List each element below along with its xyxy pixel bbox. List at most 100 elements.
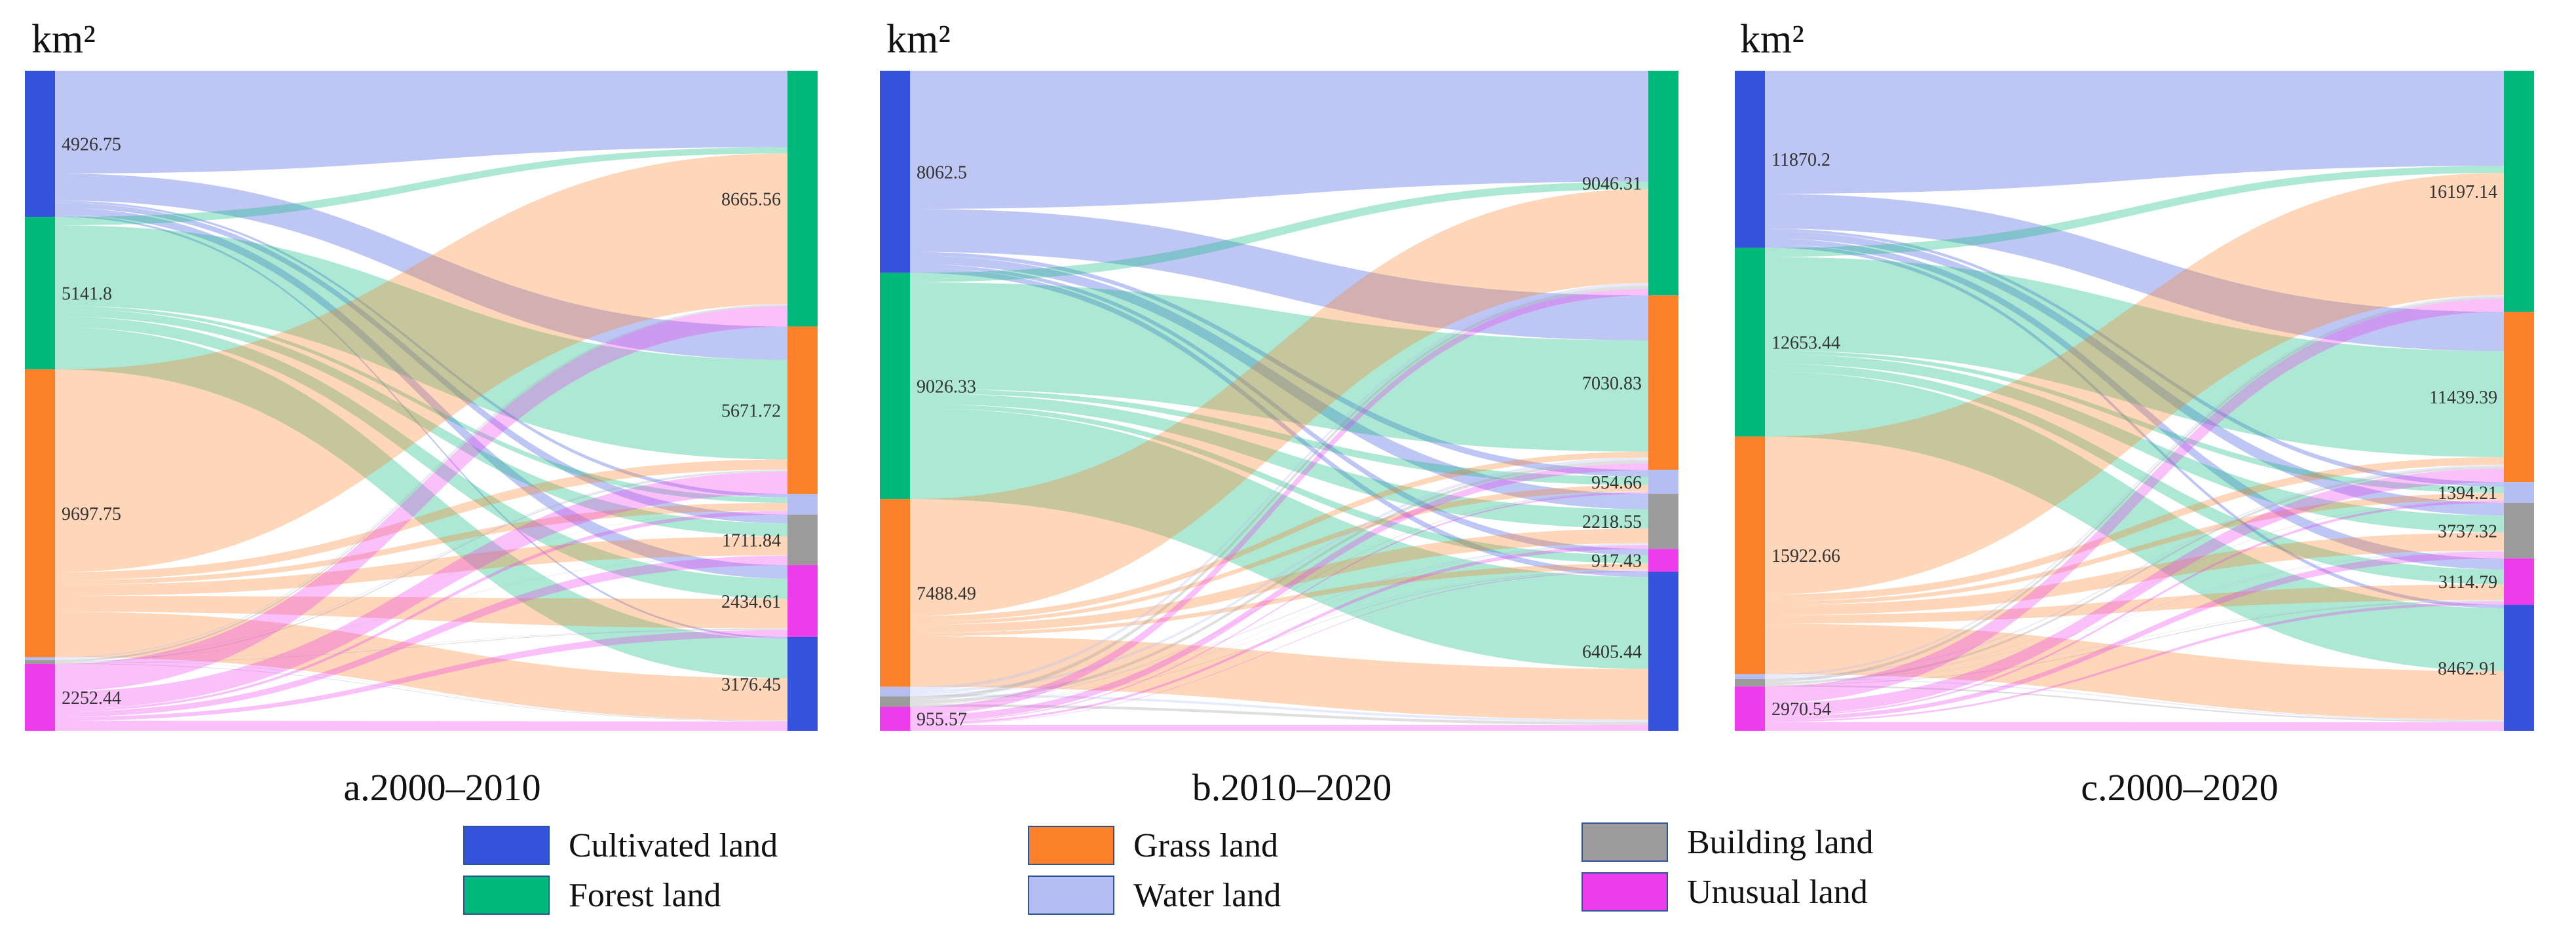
flow-forest-to-water (55, 305, 787, 503)
target-value-forest: 9046.31 (1582, 174, 1642, 194)
flow-water-to-water (55, 510, 787, 659)
target-value-unusual: 3114.79 (2438, 572, 2497, 593)
sankey-panel-2: 8062.5 9026.33 7488.49 955.57 9046.31 7030.83… (880, 17, 1678, 809)
flow-building-to-cultivated (1765, 685, 2504, 723)
flow-forest-to-water (1765, 350, 2504, 493)
target-node-building (1648, 494, 1678, 549)
target-value-water: 1394.21 (2438, 483, 2497, 504)
source-node-building (880, 696, 910, 707)
source-node-cultivated (880, 71, 910, 273)
flow-grass-to-grass (55, 459, 787, 581)
target-node-unusual (1648, 549, 1678, 572)
target-value-cultivated: 6405.44 (1582, 642, 1642, 663)
source-node-cultivated (1735, 71, 1765, 248)
flow-cultivated-to-cultivated (55, 215, 787, 639)
legend-label-forest: Forest land (569, 877, 721, 914)
flow-grass-to-building (55, 536, 787, 597)
flow-grass-to-grass (910, 451, 1648, 622)
flow-grass-to-cultivated (910, 636, 1648, 720)
flow-forest-to-unusual (1765, 363, 2504, 585)
flow-forest-to-grass (1765, 257, 2504, 458)
flow-building-to-building (55, 555, 787, 663)
flow-forest-to-forest (1765, 166, 2504, 257)
flow-unusual-to-grass (55, 471, 787, 710)
flow-forest-to-forest (55, 147, 787, 226)
target-node-grass (1648, 295, 1678, 470)
flow-unusual-to-building (1765, 551, 2504, 721)
unit-label: km² (1740, 17, 1804, 62)
flow-unusual-to-grass (910, 463, 1648, 722)
source-value-forest: 5141.8 (62, 284, 112, 304)
source-node-water (1735, 674, 1765, 679)
flow-cultivated-to-water (55, 200, 787, 498)
flow-unusual-to-unusual (55, 629, 787, 721)
source-node-forest (25, 217, 55, 370)
flow-forest-to-grass (910, 282, 1648, 452)
source-node-forest (880, 272, 910, 500)
flow-forest-to-unusual (910, 403, 1648, 564)
target-value-grass: 5671.72 (721, 401, 781, 421)
flow-unusual-to-grass (1765, 468, 2504, 716)
flow-water-to-water (910, 491, 1648, 693)
target-value-grass: 11439.39 (2429, 388, 2497, 408)
flow-forest-to-cultivated (1765, 371, 2504, 671)
flow-cultivated-to-cultivated (1765, 244, 2504, 608)
flow-forest-to-water (910, 388, 1648, 485)
flow-forest-to-building (910, 393, 1648, 529)
legend-item-unusual: Unusual land (1582, 872, 1868, 912)
flow-group (1765, 71, 2504, 731)
target-node-building (787, 514, 818, 566)
target-node-unusual (787, 565, 818, 637)
source-value-grass: 9697.75 (62, 504, 121, 525)
flow-water-to-building (55, 555, 787, 659)
legend-item-cultivated: Cultivated land (463, 826, 778, 865)
flow-building-to-cultivated (910, 704, 1648, 725)
flow-cultivated-to-grass (1765, 193, 2504, 352)
flow-cultivated-to-grass (55, 173, 787, 360)
legend-item-water: Water land (1028, 876, 1281, 915)
source-value-unusual: 2970.54 (1771, 699, 1831, 720)
flow-water-to-cultivated (1765, 678, 2504, 721)
flow-building-to-water (55, 510, 787, 663)
flow-cultivated-to-forest (910, 71, 1648, 209)
flow-water-to-building (1765, 550, 2504, 678)
flow-grass-to-forest (55, 153, 787, 572)
target-node-forest (2504, 71, 2534, 312)
source-node-cultivated (25, 71, 55, 217)
flow-cultivated-to-forest (1765, 71, 2504, 194)
source-value-grass: 7488.49 (917, 583, 976, 604)
flow-water-to-water (1765, 500, 2504, 678)
legend-label-grass: Grass land (1133, 827, 1278, 864)
flow-unusual-to-building (910, 545, 1648, 725)
flow-grass-to-unusual (55, 596, 787, 629)
flow-building-to-water (1765, 500, 2504, 684)
flow-water-to-unusual (55, 628, 787, 660)
legend-label-cultivated: Cultivated land (569, 827, 778, 864)
target-node-cultivated (787, 637, 818, 731)
flow-forest-to-cultivated (910, 408, 1648, 669)
flow-water-to-grass (910, 457, 1648, 693)
source-node-grass (880, 499, 910, 687)
flow-cultivated-to-unusual (55, 208, 787, 579)
flow-cultivated-to-cultivated (910, 267, 1648, 578)
flow-building-to-unusual (1765, 600, 2504, 686)
source-node-unusual (880, 707, 910, 731)
source-node-unusual (1735, 686, 1765, 731)
flow-water-to-forest (55, 304, 787, 659)
flow-building-to-forest (55, 304, 787, 662)
flow-unusual-to-cultivated (55, 720, 787, 731)
source-node-forest (1735, 248, 1765, 437)
flow-cultivated-to-building (910, 255, 1648, 509)
target-value-cultivated: 8462.91 (2438, 659, 2497, 679)
flow-water-to-forest (910, 283, 1648, 690)
flow-cultivated-to-forest (55, 71, 787, 174)
flow-building-to-forest (1765, 296, 2504, 682)
flow-building-to-building (1765, 551, 2504, 685)
source-value-cultivated: 8062.5 (917, 162, 967, 183)
flow-building-to-water (910, 491, 1648, 704)
flow-forest-to-cultivated (55, 327, 787, 678)
legend-label-unusual: Unusual land (1687, 874, 1868, 911)
flow-grass-to-water (910, 485, 1648, 625)
flow-grass-to-unusual (1765, 584, 2504, 624)
